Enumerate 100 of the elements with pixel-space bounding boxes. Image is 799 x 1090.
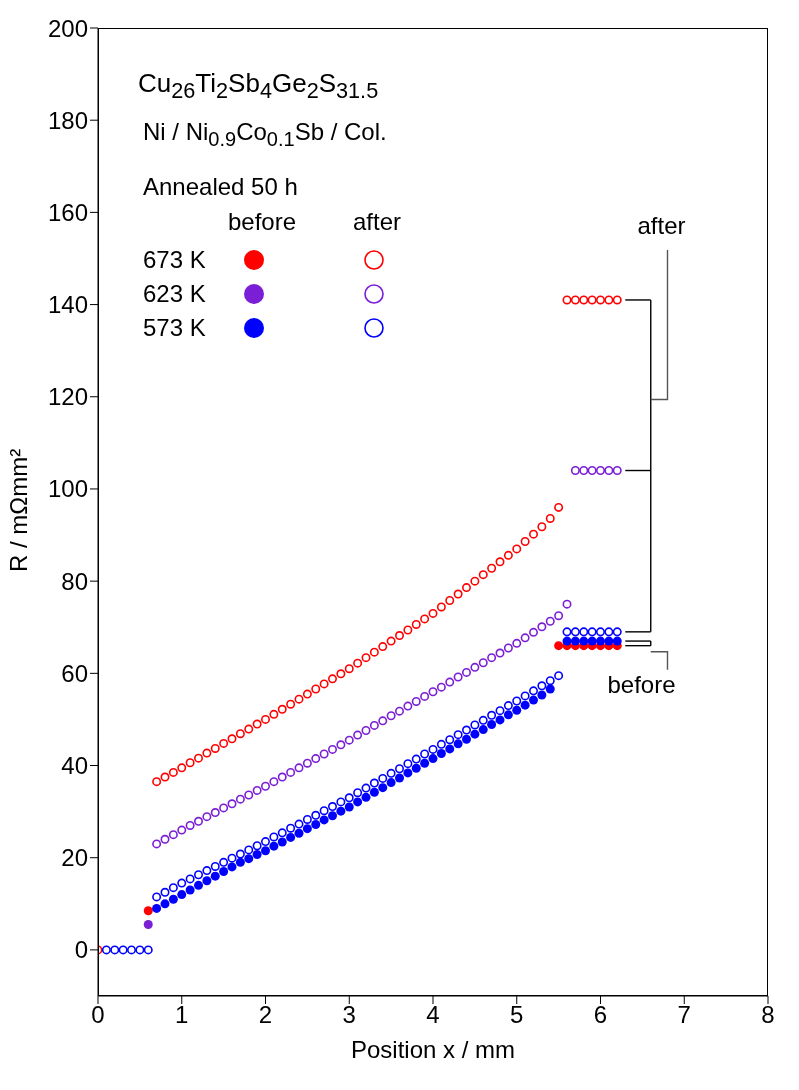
point bbox=[286, 767, 296, 777]
point bbox=[261, 781, 270, 791]
point bbox=[436, 682, 446, 692]
point bbox=[185, 885, 195, 895]
point bbox=[269, 777, 279, 787]
x-tick-label: 5 bbox=[510, 1001, 524, 1029]
point bbox=[436, 749, 446, 759]
point bbox=[529, 695, 538, 705]
point bbox=[353, 658, 363, 668]
point bbox=[194, 816, 203, 826]
y-tick-label: 160 bbox=[47, 198, 88, 226]
point bbox=[202, 748, 212, 758]
point bbox=[143, 906, 153, 916]
point bbox=[604, 295, 614, 305]
point bbox=[386, 711, 396, 721]
point bbox=[403, 701, 413, 711]
point bbox=[244, 854, 254, 864]
point bbox=[428, 687, 438, 697]
point bbox=[420, 691, 430, 701]
point bbox=[311, 754, 321, 764]
point bbox=[386, 778, 396, 788]
point bbox=[286, 832, 296, 842]
point bbox=[353, 730, 363, 740]
point bbox=[378, 783, 388, 793]
point bbox=[252, 719, 262, 729]
point bbox=[428, 608, 438, 618]
point bbox=[152, 839, 162, 849]
point bbox=[520, 537, 530, 546]
point bbox=[227, 862, 237, 872]
point bbox=[411, 763, 421, 773]
point bbox=[353, 797, 363, 807]
point bbox=[328, 744, 337, 754]
point bbox=[319, 815, 329, 825]
point bbox=[219, 803, 229, 813]
point bbox=[202, 812, 212, 822]
x-tick-label: 0 bbox=[91, 1001, 105, 1029]
point bbox=[319, 749, 329, 759]
point bbox=[403, 768, 413, 778]
point bbox=[453, 739, 463, 749]
point bbox=[328, 674, 337, 684]
point bbox=[344, 802, 354, 812]
point bbox=[336, 806, 346, 816]
x-tick-label: 7 bbox=[677, 1001, 691, 1029]
point bbox=[445, 744, 455, 754]
point bbox=[160, 772, 170, 782]
point bbox=[168, 830, 178, 840]
point bbox=[369, 647, 379, 657]
point bbox=[478, 658, 488, 668]
point bbox=[168, 767, 178, 777]
y-tick-label: 100 bbox=[47, 475, 88, 503]
point bbox=[160, 899, 170, 909]
point bbox=[570, 295, 580, 305]
point bbox=[570, 636, 580, 646]
point bbox=[210, 808, 220, 818]
point bbox=[269, 841, 279, 851]
point bbox=[160, 834, 170, 844]
point bbox=[235, 794, 245, 804]
point bbox=[194, 753, 203, 763]
point bbox=[185, 758, 195, 768]
point bbox=[344, 735, 354, 745]
text: Cu$_{26}$Ti$_{2}$Sb$_{4}$Ge$_{2}$S$_{31.5}$ bbox=[138, 68, 379, 104]
point bbox=[361, 725, 371, 735]
point bbox=[487, 653, 497, 663]
x-tick-label: 3 bbox=[342, 1001, 356, 1029]
point bbox=[487, 563, 497, 573]
point bbox=[210, 743, 220, 753]
annotation: before bbox=[228, 208, 297, 236]
point bbox=[545, 513, 555, 523]
point bbox=[361, 653, 371, 663]
point bbox=[554, 502, 564, 512]
point bbox=[194, 880, 203, 890]
point bbox=[302, 689, 312, 699]
point bbox=[395, 706, 404, 716]
y-axis-title: R / mΩmm² bbox=[4, 448, 32, 572]
point bbox=[420, 758, 430, 768]
annotation: after bbox=[637, 211, 686, 240]
point bbox=[403, 625, 413, 635]
point bbox=[579, 295, 589, 305]
point bbox=[579, 636, 589, 646]
point bbox=[545, 616, 555, 626]
point bbox=[219, 867, 229, 877]
point bbox=[143, 920, 153, 930]
point bbox=[210, 871, 220, 881]
point bbox=[503, 550, 513, 560]
point bbox=[235, 857, 245, 867]
point bbox=[470, 662, 480, 672]
point bbox=[554, 641, 564, 651]
point bbox=[596, 295, 605, 305]
point bbox=[177, 890, 187, 900]
point bbox=[311, 820, 321, 830]
point bbox=[512, 705, 522, 715]
x-tick-label: 8 bbox=[761, 1001, 775, 1029]
point bbox=[562, 636, 572, 646]
point bbox=[596, 466, 605, 476]
y-tick-label: 120 bbox=[47, 383, 88, 411]
point bbox=[587, 295, 597, 305]
point bbox=[470, 576, 480, 586]
point bbox=[261, 846, 270, 856]
annotation: before bbox=[607, 670, 676, 699]
point bbox=[395, 773, 404, 783]
